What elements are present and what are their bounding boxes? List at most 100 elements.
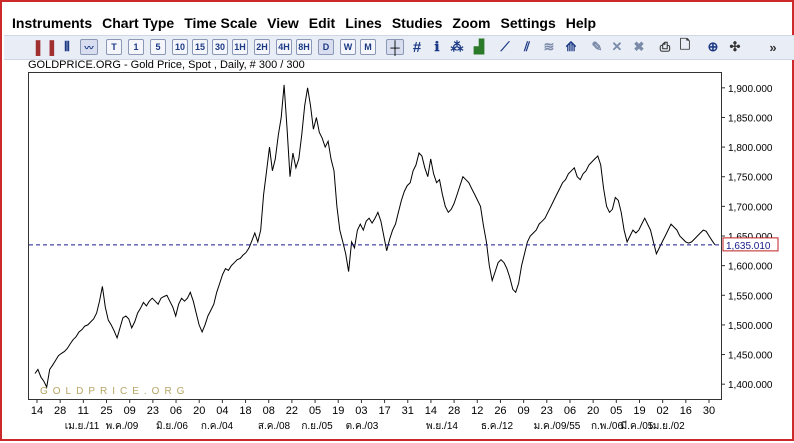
x-month-label: ส.ค./08 [258,421,291,432]
delete-all-icon[interactable]: ✖ [633,39,645,54]
menu-bar: Instruments Chart Type Time Scale View E… [4,12,598,34]
timescale-button-1h[interactable]: 1H [232,39,248,55]
expand-icon[interactable]: » [769,39,777,55]
menu-lines[interactable]: Lines [345,15,382,31]
x-tick-label: 05 [610,405,622,417]
x-tick-label: 11 [78,405,89,417]
menu-help[interactable]: Help [565,15,597,31]
x-month-label: ธ.ค./12 [481,421,514,432]
print-icon[interactable]: ⎙ [659,39,671,54]
menu-chart-type[interactable]: Chart Type [102,15,175,31]
x-tick-label: 04 [216,405,228,417]
x-tick-label: 08 [263,405,275,417]
x-month-label: เม.ย./11 [65,421,100,432]
menu-time-scale[interactable]: Time Scale [184,15,258,31]
x-tick-label: 23 [147,405,159,417]
y-tick-label: 1,400.000 [728,380,773,391]
pencil-icon[interactable]: ✎ [591,39,603,54]
x-month-label: มิ.ย./06 [156,421,188,432]
timescale-button-1[interactable]: 1 [128,39,144,55]
chart-title: GOLDPRICE.ORG - Gold Price, Spot , Daily… [28,59,305,71]
x-tick-label: 16 [680,405,692,417]
timescale-button-8h[interactable]: 8H [296,39,312,55]
print-preview-icon[interactable]: 🗋 [679,37,691,52]
x-tick-label: 05 [309,405,321,417]
info-icon[interactable]: ℹ [434,39,440,54]
statistics-icon[interactable]: ⁂ [450,39,464,54]
x-tick-label: 17 [378,405,390,417]
x-month-label: มี.ค./05 [621,420,654,432]
timescale-button-2h[interactable]: 2H [254,39,270,55]
x-month-label: ก.พ./06 [591,421,624,432]
timescale-button-t[interactable]: T [106,39,122,55]
watermark-text: GOLDPRICE.ORG [40,386,189,397]
x-tick-label: 06 [564,405,576,417]
current-price-box [722,237,779,252]
timescale-button-4h[interactable]: 4H [276,39,292,55]
bar-chart-icon[interactable]: ⫴ [64,39,70,54]
volume-icon[interactable]: ▟ [474,39,484,54]
y-tick-label: 1,800.000 [728,143,773,154]
timescale-button-30[interactable]: 30 [212,39,228,55]
x-tick-label: 22 [286,405,298,417]
x-tick-label: 14 [31,405,43,417]
x-month-label: ต.ค./03 [346,421,379,432]
x-tick-label: 09 [124,405,136,417]
menu-studies[interactable]: Studies [391,15,443,31]
timescale-button-d[interactable]: D [318,39,334,55]
y-tick-label: 1,600.000 [728,262,773,273]
y-tick-label: 1,700.000 [728,202,773,213]
x-month-label: เม.ย./02 [649,421,685,432]
timescale-button-5[interactable]: 5 [150,39,166,55]
menu-edit[interactable]: Edit [308,15,336,31]
price-line [34,84,716,389]
x-tick-label: 02 [657,405,669,417]
x-tick-label: 18 [239,405,251,417]
timescale-button-m[interactable]: M [360,39,376,55]
x-tick-label: 25 [100,405,112,417]
candlestick-chart-icon[interactable]: ▌▐ [35,39,55,55]
x-tick-label: 30 [703,405,715,417]
y-tick-label: 1,500.000 [728,321,773,332]
menu-instruments[interactable]: Instruments [12,15,93,31]
x-tick-label: 23 [541,405,553,417]
x-tick-label: 12 [471,405,483,417]
menu-settings[interactable]: Settings [500,15,556,31]
menu-zoom[interactable]: Zoom [452,15,491,31]
x-tick-label: 06 [170,405,182,417]
x-tick-label: 28 [54,405,66,417]
x-tick-label: 31 [402,405,414,417]
current-price-label: 1,635.010 [726,241,771,252]
x-month-label: ก.ค./04 [201,421,234,432]
y-tick-label: 1,900.000 [728,84,773,95]
x-tick-label: 19 [332,405,344,417]
delete-icon[interactable]: ✕ [611,39,623,54]
x-month-label: พ.ค./09 [106,421,139,432]
y-tick-label: 1,450.000 [728,351,773,362]
pin-icon[interactable]: ✣ [729,39,741,54]
timescale-button-10[interactable]: 10 [172,39,188,55]
line-chart-icon[interactable]: 〰 [80,39,98,55]
menu-view[interactable]: View [267,15,299,31]
x-tick-label: 20 [193,405,205,417]
channel-icon[interactable]: ⟰ [565,39,577,54]
timescale-button-w[interactable]: W [340,39,356,55]
x-tick-label: 28 [448,405,460,417]
fibonacci-icon[interactable]: ≋ [543,39,555,54]
trend-line-icon[interactable]: ⟋ [500,39,510,54]
y-tick-label: 1,550.000 [728,291,773,302]
crosshair-icon[interactable]: ┼ [386,39,404,55]
timescale-button-15[interactable]: 15 [192,39,208,55]
x-tick-label: 09 [517,405,529,417]
x-month-label: พ.ย./14 [426,421,458,432]
grid-icon[interactable]: # [412,38,422,56]
x-tick-label: 20 [587,405,599,417]
x-tick-label: 26 [494,405,506,417]
y-tick-label: 1,850.000 [728,113,773,124]
toolbar: ▌▐ ⫴ 〰 T 1 5 10 15 30 1H 2H 4H 8H D W M … [4,35,794,60]
y-tick-label: 1,750.000 [728,173,773,184]
x-month-label: ม.ค./09/55 [534,421,581,432]
zoom-icon[interactable]: ⊕ [707,39,719,54]
parallel-line-icon[interactable]: ⫽ [524,39,530,54]
